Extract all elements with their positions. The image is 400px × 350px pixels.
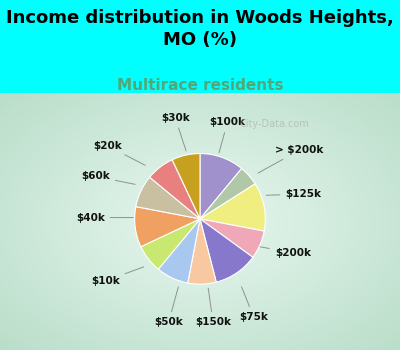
Text: City-Data.com: City-Data.com xyxy=(240,119,310,129)
Wedge shape xyxy=(188,219,216,284)
Wedge shape xyxy=(135,206,200,247)
Wedge shape xyxy=(150,160,200,219)
Wedge shape xyxy=(141,219,200,269)
Wedge shape xyxy=(200,154,242,219)
Wedge shape xyxy=(200,184,265,231)
Text: $40k: $40k xyxy=(76,212,133,223)
Text: > $200k: > $200k xyxy=(258,145,324,173)
Wedge shape xyxy=(200,169,255,219)
Text: $10k: $10k xyxy=(91,267,144,286)
Text: $50k: $50k xyxy=(154,287,183,327)
Text: $30k: $30k xyxy=(161,113,190,151)
Wedge shape xyxy=(200,219,264,257)
Wedge shape xyxy=(200,219,253,282)
Wedge shape xyxy=(158,219,200,283)
Text: Multirace residents: Multirace residents xyxy=(117,78,283,93)
Text: $60k: $60k xyxy=(81,172,135,184)
Text: Income distribution in Woods Heights,
MO (%): Income distribution in Woods Heights, MO… xyxy=(6,9,394,49)
Wedge shape xyxy=(172,154,200,219)
Text: $200k: $200k xyxy=(260,247,311,258)
Wedge shape xyxy=(136,177,200,219)
Text: $100k: $100k xyxy=(210,117,246,153)
Text: $125k: $125k xyxy=(266,189,321,199)
Text: $150k: $150k xyxy=(195,288,231,327)
Text: $75k: $75k xyxy=(239,287,268,322)
Text: $20k: $20k xyxy=(93,141,145,165)
